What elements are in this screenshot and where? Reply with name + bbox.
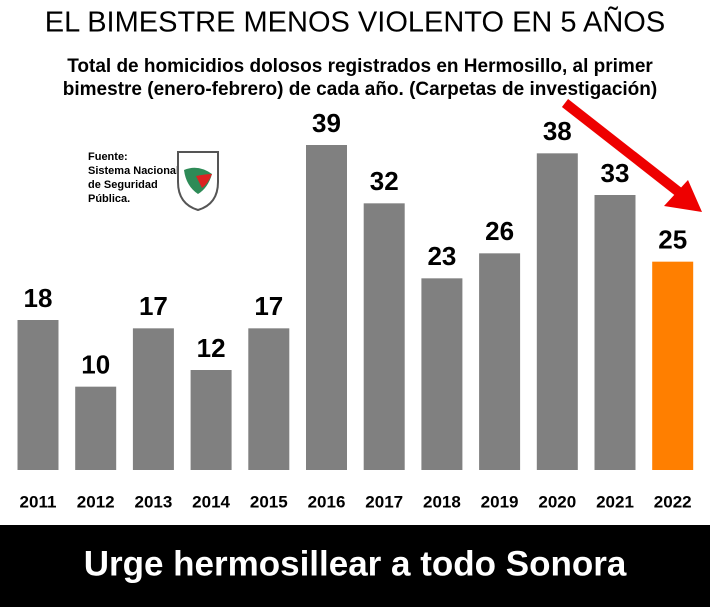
x-tick-label: 2022 [654,492,692,511]
bar [652,261,694,470]
value-label: 39 [312,108,341,138]
x-tick-label: 2012 [77,492,115,511]
x-tick-label: 2015 [250,492,288,511]
value-label: 38 [543,116,572,146]
value-label: 33 [601,158,630,188]
x-tick-label: 2021 [596,492,634,511]
logo-map [184,167,212,194]
value-label: 26 [485,216,514,246]
x-tick-label: 2017 [365,492,403,511]
bar [594,195,636,470]
x-tick-label: 2016 [308,492,346,511]
bar [132,328,174,470]
source-note: Fuente: [88,151,128,163]
chart-subtitle: bimestre (enero-febrero) de cada año. (C… [63,79,657,100]
bar [17,320,59,470]
chart-subtitle: Total de homicidios dolosos registrados … [67,56,653,77]
bar [479,253,521,470]
bars: 2011 18 2012 10 2013 17 2014 12 2015 17 2016 39 2017… [17,108,694,511]
arrow [561,99,684,197]
x-tick-label: 2019 [481,492,519,511]
bar [190,370,232,470]
value-label: 32 [370,166,399,196]
arrow-head [664,180,702,212]
bar [536,153,578,471]
bar [306,145,347,470]
value-label: 10 [81,350,110,380]
x-tick-label: 2014 [192,492,230,511]
x-tick-label: 2018 [423,492,461,511]
x-tick-label: 2020 [538,492,576,511]
value-label: 12 [197,333,226,363]
value-label: 17 [139,291,168,321]
bar [421,278,463,470]
bar [248,328,290,470]
value-label: 23 [427,241,456,271]
x-tick-label: 2013 [134,492,172,511]
source-note: de Seguridad [88,179,158,191]
logo-map [196,174,212,188]
value-label: 18 [24,283,53,313]
bar [75,386,117,470]
bar [363,203,405,471]
footer-text: Urge hermosillear a todo Sonora [84,544,627,583]
x-tick-label: 2011 [20,492,57,511]
value-label: 25 [658,225,687,255]
footer-banner [0,525,710,607]
value-label: 17 [254,291,283,321]
source-note: Sistema Nacional [88,165,179,177]
chart-title: EL BIMESTRE MENOS VIOLENTO EN 5 AÑOS [45,5,665,39]
source-note: Pública. [88,193,130,205]
